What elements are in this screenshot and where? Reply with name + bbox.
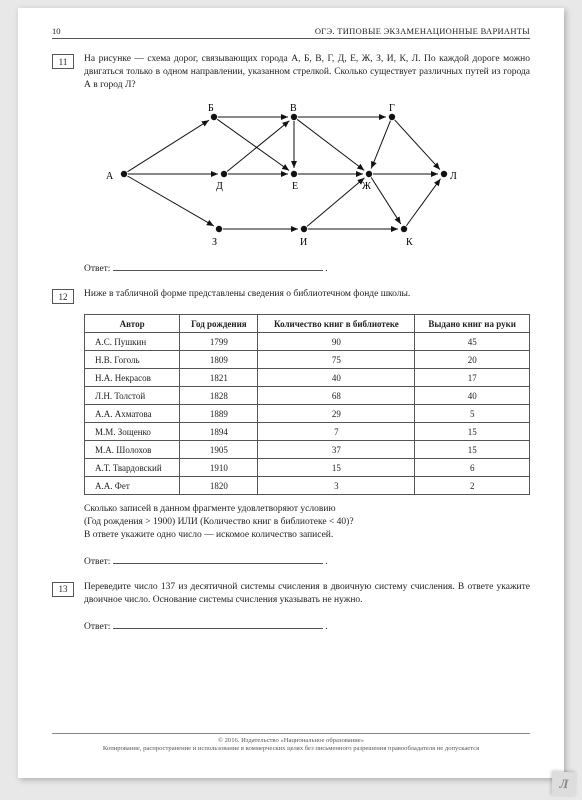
question-line: (Год рождения > 1900) ИЛИ (Количество кн… <box>84 516 530 529</box>
page-corner-mark: Л <box>552 772 577 797</box>
table-cell: 1821 <box>180 369 258 387</box>
table-row: А.Т. Твардовский1910156 <box>85 459 530 477</box>
answer-line: Ответ: . <box>84 619 530 632</box>
table-cell: 29 <box>258 405 415 423</box>
table-cell: Л.Н. Толстой <box>85 387 180 405</box>
answer-blank[interactable] <box>113 619 323 629</box>
table-row: А.А. Фет182032 <box>85 477 530 495</box>
table-row: А.А. Ахматова1889295 <box>85 405 530 423</box>
table-cell: 15 <box>415 423 530 441</box>
problem-question: Сколько записей в данном фрагменте удовл… <box>84 503 530 541</box>
table-cell: М.А. Шолохов <box>85 441 180 459</box>
table-cell: 3 <box>258 477 415 495</box>
table-row: М.М. Зощенко1894715 <box>85 423 530 441</box>
question-line: В ответе укажите одно число — искомое ко… <box>84 529 530 542</box>
table-cell: 40 <box>258 369 415 387</box>
table-cell: А.А. Ахматова <box>85 405 180 423</box>
table-row: М.А. Шолохов19053715 <box>85 441 530 459</box>
table-row: А.С. Пушкин17999045 <box>85 333 530 351</box>
table-row: Н.В. Гоголь18097520 <box>85 351 530 369</box>
answer-line: Ответ: . <box>84 261 530 274</box>
problem-number-box: 12 <box>52 289 74 304</box>
table-cell: 37 <box>258 441 415 459</box>
table-cell: Н.А. Некрасов <box>85 369 180 387</box>
problem-number-box: 13 <box>52 582 74 597</box>
footer-legal: Копирование, распространение и использов… <box>52 745 530 754</box>
table-cell: 1809 <box>180 351 258 369</box>
table-header: Автор <box>85 315 180 333</box>
answer-label: Ответ: <box>84 264 110 274</box>
table-cell: А.А. Фет <box>85 477 180 495</box>
table-cell: 15 <box>415 441 530 459</box>
table-cell: 1828 <box>180 387 258 405</box>
svg-text:Б: Б <box>208 103 214 114</box>
table-cell: 40 <box>415 387 530 405</box>
table-cell: 17 <box>415 369 530 387</box>
table-cell: 1894 <box>180 423 258 441</box>
svg-text:В: В <box>290 103 297 114</box>
answer-label: Ответ: <box>84 557 110 567</box>
table-row: Л.Н. Толстой18286840 <box>85 387 530 405</box>
header-title: ОГЭ. ТИПОВЫЕ ЭКЗАМЕНАЦИОННЫЕ ВАРИАНТЫ <box>315 26 530 36</box>
table-header: Выдано книг на руки <box>415 315 530 333</box>
svg-text:И: И <box>300 237 307 248</box>
table-cell: 90 <box>258 333 415 351</box>
svg-text:Ж: Ж <box>362 181 371 192</box>
question-line: Сколько записей в данном фрагменте удовл… <box>84 503 530 516</box>
table-cell: 2 <box>415 477 530 495</box>
answer-line: Ответ: . <box>84 554 530 567</box>
table-cell: А.Т. Твардовский <box>85 459 180 477</box>
table-header: Год рождения <box>180 315 258 333</box>
table-cell: 45 <box>415 333 530 351</box>
table-cell: М.М. Зощенко <box>85 423 180 441</box>
table-cell: 15 <box>258 459 415 477</box>
page-number: 10 <box>52 26 61 36</box>
table-cell: 1820 <box>180 477 258 495</box>
page-header: 10 ОГЭ. ТИПОВЫЕ ЭКЗАМЕНАЦИОННЫЕ ВАРИАНТЫ <box>52 26 530 39</box>
svg-text:А: А <box>106 171 114 182</box>
answer-blank[interactable] <box>113 554 323 564</box>
table-row: Н.А. Некрасов18214017 <box>85 369 530 387</box>
svg-text:К: К <box>406 237 413 248</box>
svg-text:Е: Е <box>292 181 298 192</box>
table-cell: 20 <box>415 351 530 369</box>
problem-13: 13 Переведите число 137 из десятичной си… <box>52 581 530 632</box>
problem-number-box: 11 <box>52 54 74 69</box>
problem-11: 11 На рисунке — схема дорог, связывающих… <box>52 53 530 274</box>
road-graph: А Б В Г Д Е Ж Л З И К <box>104 99 464 249</box>
table-header: Количество книг в библиотеке <box>258 315 415 333</box>
table-cell: 75 <box>258 351 415 369</box>
problem-text: Переведите число 137 из десятичной систе… <box>84 581 530 607</box>
table-cell: 1889 <box>180 405 258 423</box>
svg-text:З: З <box>212 237 217 248</box>
table-cell: 1910 <box>180 459 258 477</box>
svg-text:Л: Л <box>450 171 457 182</box>
footer-copyright: © 2016. Издательство «Национальное образ… <box>52 737 530 746</box>
table-cell: А.С. Пушкин <box>85 333 180 351</box>
problem-12: 12 Ниже в табличной форме представлены с… <box>52 288 530 566</box>
problem-intro: Ниже в табличной форме представлены свед… <box>84 288 410 301</box>
svg-text:Г: Г <box>389 103 395 114</box>
answer-label: Ответ: <box>84 622 110 632</box>
exam-page: 10 ОГЭ. ТИПОВЫЕ ЭКЗАМЕНАЦИОННЫЕ ВАРИАНТЫ… <box>18 8 564 778</box>
table-cell: 7 <box>258 423 415 441</box>
table-cell: 68 <box>258 387 415 405</box>
table-cell: Н.В. Гоголь <box>85 351 180 369</box>
table-cell: 1799 <box>180 333 258 351</box>
page-footer: © 2016. Издательство «Национальное образ… <box>52 733 530 754</box>
table-cell: 1905 <box>180 441 258 459</box>
problem-text: На рисунке — схема дорог, связывающих го… <box>84 53 530 91</box>
svg-text:Д: Д <box>216 181 223 192</box>
table-cell: 5 <box>415 405 530 423</box>
library-table: АвторГод рожденияКоличество книг в библи… <box>84 314 530 495</box>
table-cell: 6 <box>415 459 530 477</box>
answer-blank[interactable] <box>113 261 323 271</box>
